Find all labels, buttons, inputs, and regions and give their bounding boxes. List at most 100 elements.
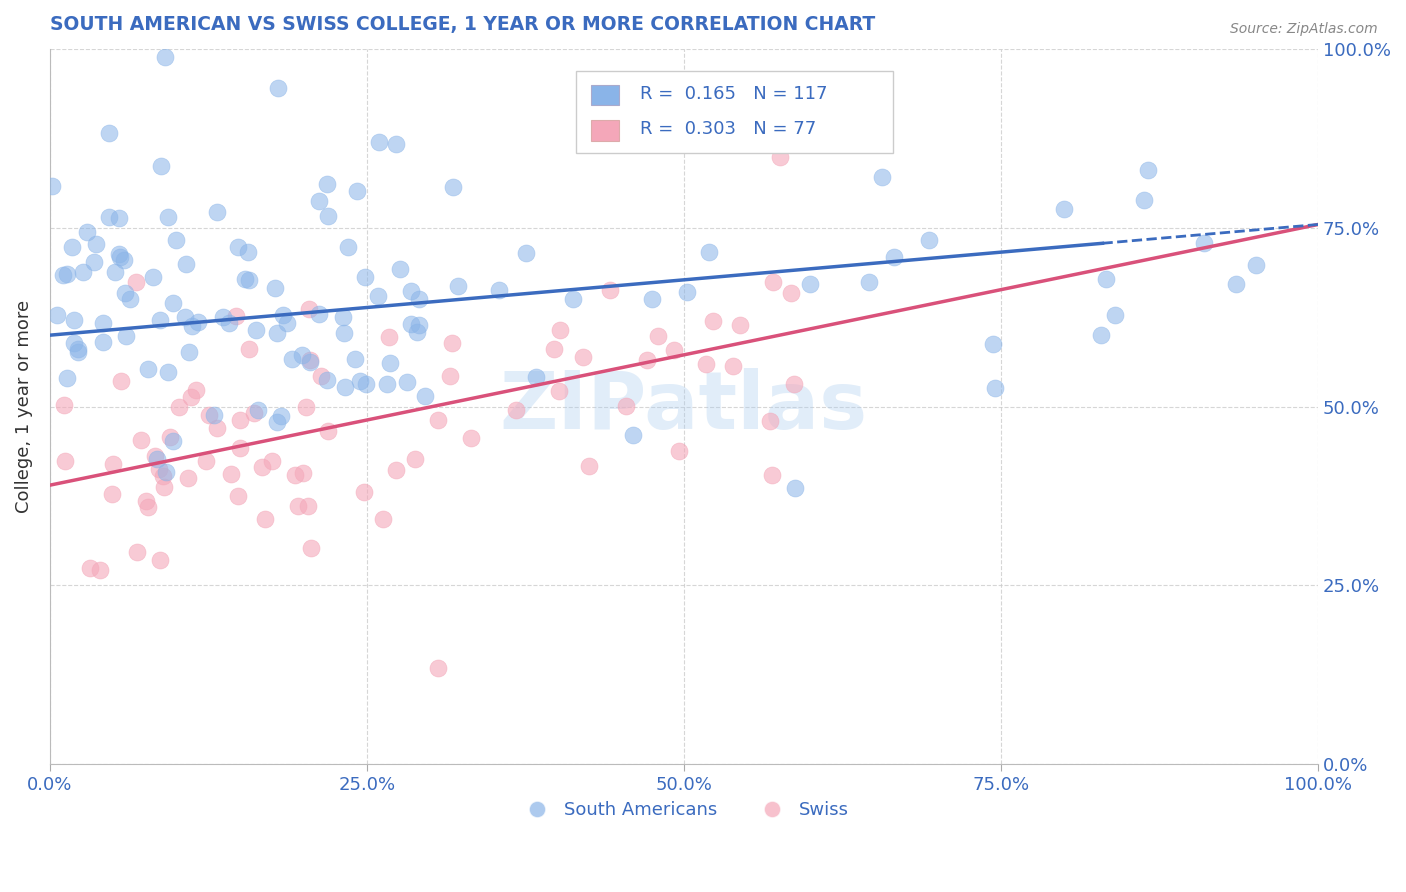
Point [562,292,585,306]
Point [316,178,339,192]
Point [526,370,548,384]
Point [1192,235,1215,250]
Point [548,323,571,337]
Point [276,316,298,330]
Point [316,209,339,223]
Point [181,318,204,333]
Point [72,264,94,278]
Point [267,80,290,95]
Point [145,451,167,466]
Point [125,276,148,290]
Point [548,384,571,398]
Point [1136,162,1159,177]
Point [281,351,304,366]
Point [721,359,744,373]
Point [63,336,86,351]
Point [332,310,354,324]
Point [149,313,172,327]
Point [378,330,401,344]
Point [356,376,378,391]
Point [41,178,63,193]
Point [782,377,804,392]
Point [98,211,121,225]
Point [699,245,721,260]
Point [270,409,292,424]
Point [295,400,318,414]
Point [695,357,717,371]
Point [229,413,252,427]
Point [759,414,782,428]
Point [571,350,593,364]
Point [346,184,368,198]
Point [1104,308,1126,322]
Point [441,180,464,194]
Point [1090,328,1112,343]
Point [984,381,1007,395]
Point [371,512,394,526]
Point [52,268,75,282]
Point [245,323,267,337]
Point [53,398,76,412]
FancyBboxPatch shape [592,85,619,105]
Text: SOUTH AMERICAN VS SWISS COLLEGE, 1 YEAR OR MORE CORRELATION CHART: SOUTH AMERICAN VS SWISS COLLEGE, 1 YEAR … [49,15,875,34]
Point [198,409,221,423]
Point [578,459,600,474]
Point [219,467,242,482]
Point [167,401,190,415]
Point [396,375,419,389]
Point [135,494,157,508]
Point [152,480,174,494]
Point [225,309,247,323]
Point [271,308,294,322]
Point [229,442,252,456]
Point [460,431,482,445]
Point [112,253,135,268]
Point [103,265,125,279]
Point [368,135,391,149]
Point [375,377,398,392]
Point [148,462,170,476]
Point [427,413,450,427]
Point [284,467,307,482]
Point [702,314,724,328]
Point [250,459,273,474]
Point [292,466,315,480]
Point [488,283,510,297]
Point [108,247,131,261]
Point [316,374,339,388]
Point [218,316,240,330]
Y-axis label: College, 1 year or more: College, 1 year or more [15,300,32,513]
Point [1244,258,1267,272]
Point [100,487,122,501]
Point [301,541,323,556]
Point [769,149,792,163]
Point [91,335,114,350]
Point [180,390,202,404]
Point [439,369,461,384]
Point [384,137,406,152]
Point [676,285,699,299]
Point [260,454,283,468]
Point [149,160,172,174]
Legend: South Americans, Swiss: South Americans, Swiss [512,794,856,826]
Point [799,277,821,292]
Point [406,325,429,339]
Point [349,374,371,388]
Point [91,316,114,330]
Point [235,272,257,286]
Point [129,433,152,447]
Point [136,500,159,514]
Point [408,292,430,306]
Point [1052,202,1074,216]
Point [316,425,339,439]
Point [84,237,107,252]
Point [408,318,430,332]
Point [60,240,83,254]
Point [308,194,330,209]
Point [308,307,330,321]
Point [79,561,101,575]
Point [343,352,366,367]
Point [246,403,269,417]
Point [870,169,893,184]
Point [614,399,637,413]
